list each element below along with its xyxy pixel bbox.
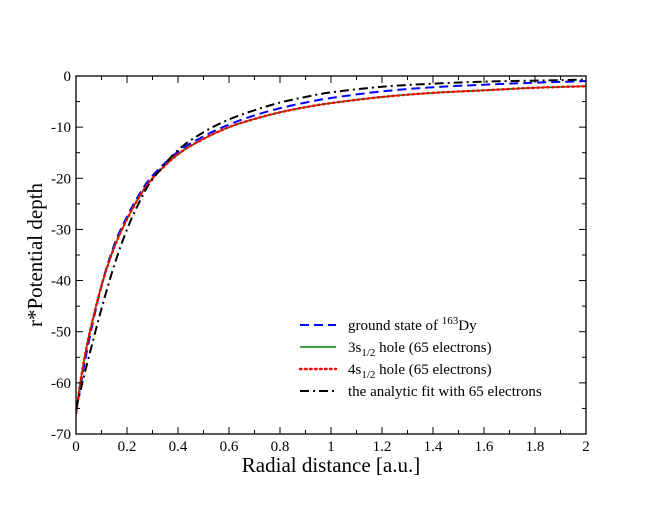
plot-frame	[75, 75, 587, 435]
x-tick-label: 1.8	[526, 439, 545, 455]
y-tick-label: -40	[51, 274, 71, 290]
series-layer	[76, 78, 586, 415]
series-line-2	[76, 85, 586, 415]
y-tick-label: -60	[51, 376, 71, 392]
y-tick-label: -10	[51, 120, 71, 136]
x-tick-label: 0.4	[169, 439, 188, 455]
x-tick-label: 0	[72, 439, 80, 455]
ticks-layer: 0 0.2 0.4 0.6 0.8 1 1.2 1.4 1.6 1.8 2 -70 -60 -50 -40 -…	[51, 69, 590, 455]
y-tick-label: -70	[51, 427, 71, 443]
legend-label-0: ground state of 163Dy	[348, 315, 477, 334]
legend: ground state of 163Dy 3s1/2 hole (65 elec…	[298, 315, 542, 400]
series-line-3	[76, 78, 586, 409]
x-tick-label: 1	[327, 439, 335, 455]
x-tick-label: 2	[582, 439, 590, 455]
y-tick-label: -30	[51, 222, 71, 238]
x-axis-title: Radial distance [a.u.]	[242, 453, 420, 477]
x-tick-label: 1.4	[424, 439, 443, 455]
y-tick-label: 0	[64, 69, 72, 85]
y-tick-label: -50	[51, 325, 71, 341]
legend-label-3: the analytic fit with 65 electrons	[348, 384, 542, 400]
y-tick-label: -20	[51, 171, 71, 187]
legend-label-1: 3s1/2 hole (65 electrons)	[348, 340, 492, 359]
x-tick-label: 0.8	[271, 439, 290, 455]
x-tick-label: 1.6	[475, 439, 494, 455]
series-line-1	[76, 85, 586, 414]
legend-label-2: 4s1/2 hole (65 electrons)	[348, 362, 492, 381]
y-axis-title: r*Potential depth	[23, 182, 47, 327]
x-tick-label: 1.2	[373, 439, 392, 455]
x-tick-label: 0.2	[118, 439, 137, 455]
series-line-0	[76, 80, 586, 414]
x-tick-label: 0.6	[220, 439, 239, 455]
